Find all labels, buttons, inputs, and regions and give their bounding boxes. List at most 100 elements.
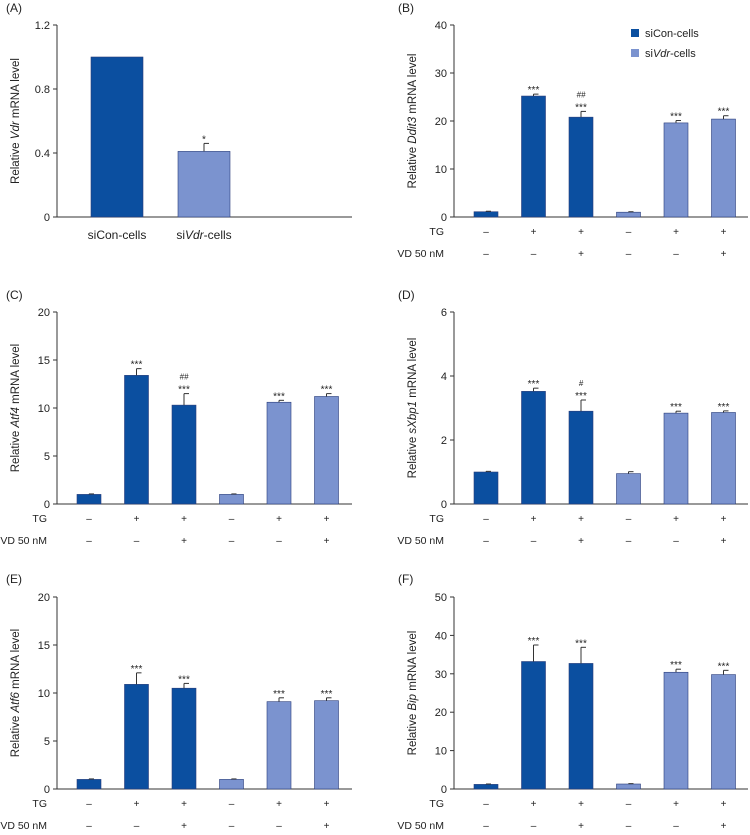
bar	[521, 661, 546, 790]
label-part: Relative	[407, 434, 419, 479]
vd-sign: –	[673, 536, 679, 547]
tg-sign: +	[578, 227, 584, 238]
tg-sign: +	[673, 799, 679, 810]
tg-sign: +	[276, 799, 282, 810]
vd-sign: –	[483, 536, 489, 547]
tg-sign: –	[86, 799, 92, 810]
label-part: -cells	[204, 228, 232, 242]
bar	[663, 671, 689, 790]
vd-sign: +	[578, 249, 584, 260]
panel-label: (F)	[398, 572, 413, 586]
y-axis-title: Relative Atf6 mRNA level	[10, 629, 22, 758]
vd-sign: –	[86, 536, 92, 547]
vd-sign: +	[578, 536, 584, 547]
bar	[473, 471, 499, 505]
bar	[76, 779, 102, 790]
y-tick-label: 10	[38, 403, 50, 415]
y-tick-label: 10	[435, 746, 447, 758]
bar	[568, 663, 594, 790]
tg-row-label: TG	[429, 798, 444, 810]
significance-label: ***	[575, 391, 587, 402]
y-tick-label: 40	[435, 20, 447, 32]
tg-sign: +	[134, 799, 140, 810]
y-tick-label: 10	[38, 688, 50, 700]
label-part: Vdr	[653, 48, 671, 60]
y-tick-label: 0	[44, 212, 50, 224]
tg-row-label: TG	[429, 513, 444, 525]
significance-label: ***	[273, 391, 285, 402]
bar	[314, 396, 339, 505]
tg-sign: +	[531, 799, 537, 810]
tg-sign: –	[229, 514, 235, 525]
label-part: mRNA level	[10, 344, 22, 407]
panel-label: (E)	[6, 572, 22, 586]
tg-sign: +	[324, 514, 330, 525]
chart-panel: (E) 0 5 10 15 20 Relative Atf6 mRNA level – – ***…	[0, 572, 352, 832]
vd-sign: –	[229, 536, 235, 547]
y-tick-label: 1.2	[35, 20, 50, 32]
bar	[76, 494, 102, 505]
significance-label: ***	[528, 379, 540, 390]
bar	[177, 151, 231, 218]
vd-row-label: VD 50 nM	[0, 820, 47, 832]
label-part: si	[645, 48, 653, 60]
tg-sign: –	[626, 514, 632, 525]
vd-row-label: VD 50 nM	[0, 535, 47, 547]
tg-sign: –	[483, 227, 489, 238]
significance-label: ***	[321, 385, 333, 396]
bar	[124, 684, 149, 790]
significance-label: ***	[178, 385, 190, 396]
chart-panel: (A) 0 0.4 0.8 1.2 Relative Vdr mRNA level siCo…	[6, 1, 352, 242]
y-tick-label: 15	[38, 640, 50, 652]
chart-panel: (D) 0 2 4 6 Relative sXbp1 mRNA level – – *** + – *…	[397, 288, 748, 547]
label-part: si	[176, 228, 185, 242]
significance-label: ***	[575, 638, 587, 649]
y-tick-label: 0	[441, 784, 447, 796]
bar	[473, 211, 499, 218]
significance-label: ***	[575, 102, 587, 113]
tg-sign: +	[531, 227, 537, 238]
tg-row-label: TG	[429, 226, 444, 238]
y-axis-title: Relative Atf4 mRNA level	[10, 344, 22, 473]
vd-sign: –	[626, 536, 632, 547]
x-category-label: siCon-cells	[88, 228, 147, 242]
significance-label: ***	[670, 660, 682, 671]
bar	[266, 401, 292, 505]
vd-sign: –	[134, 821, 140, 832]
tg-sign: +	[276, 514, 282, 525]
y-tick-label: 6	[441, 307, 447, 319]
significance-label: ***	[178, 674, 190, 685]
bar	[521, 391, 546, 505]
panel-label: (D)	[398, 288, 415, 302]
vd-sign: –	[134, 536, 140, 547]
y-tick-label: 5	[44, 736, 50, 748]
y-tick-label: 0	[441, 499, 447, 511]
tg-sign: +	[721, 799, 727, 810]
vd-sign: +	[324, 821, 330, 832]
y-tick-label: 30	[435, 68, 447, 80]
tg-row-label: TG	[32, 798, 47, 810]
label-part: mRNA level	[407, 631, 419, 694]
vd-sign: +	[721, 249, 727, 260]
vd-sign: –	[673, 249, 679, 260]
significance-label: ***	[670, 402, 682, 413]
tg-sign: +	[673, 227, 679, 238]
y-axis-title: Relative Bip mRNA level	[407, 631, 419, 756]
chart-panel: (F) 0 10 20 30 40 50 Relative Bip mRNA level – – *…	[397, 572, 748, 832]
legend-label: siVdr-cells	[645, 48, 696, 60]
bar	[663, 412, 689, 505]
tg-sign: –	[626, 799, 632, 810]
y-axis-title: Relative Vdr mRNA level	[10, 58, 22, 184]
label-part: mRNA level	[10, 58, 22, 121]
vd-sign: –	[276, 821, 282, 832]
vd-sign: –	[626, 821, 632, 832]
significance-label: ##	[180, 373, 189, 382]
y-tick-label: 30	[435, 669, 447, 681]
y-tick-label: 0	[44, 784, 50, 796]
y-tick-label: 10	[435, 164, 447, 176]
vd-sign: –	[483, 249, 489, 260]
label-part: Atf6	[10, 691, 22, 713]
y-tick-label: 20	[38, 592, 50, 604]
vd-sign: –	[86, 821, 92, 832]
